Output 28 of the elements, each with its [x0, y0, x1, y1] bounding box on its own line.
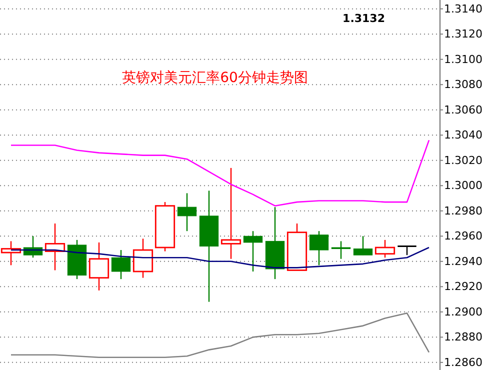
- y-tick-label: 1.2960: [444, 230, 482, 243]
- y-tick-label: 1.2920: [444, 280, 482, 294]
- text: 英镑对美元汇率60分钟走势图: [122, 70, 308, 86]
- candlestick: [309, 230, 329, 266]
- candlestick: [353, 236, 373, 256]
- y-tick-label: 1.3000: [444, 179, 482, 192]
- y-tick-label: 1.2940: [444, 254, 482, 268]
- y-tick-label: 1.2980: [444, 204, 482, 218]
- y-tick-label: 1.3140: [444, 2, 482, 16]
- candlestick: [0, 240, 22, 266]
- y-tick-label: 1.3040: [444, 128, 482, 142]
- candlestick: [88, 242, 110, 292]
- y-tick-label: 1.3100: [444, 52, 482, 66]
- candlestick: [132, 238, 154, 278]
- candlestick: [111, 249, 131, 280]
- candlestick: [331, 240, 351, 260]
- candlestick: [243, 230, 263, 272]
- y-tick-label: 1.3080: [444, 78, 482, 92]
- y-tick-label: 1.2880: [444, 330, 482, 344]
- candlestick: [177, 192, 197, 232]
- annotation: 1.3132: [342, 12, 385, 25]
- y-tick-label: 1.3020: [444, 154, 482, 167]
- y-tick-label: 1.3060: [444, 103, 482, 116]
- y-tick-label: 1.2860: [444, 356, 482, 369]
- candlestick: [374, 239, 396, 258]
- candlestick: [220, 167, 242, 260]
- y-tick-label: 1.2900: [444, 305, 482, 318]
- y-tick-label: 1.3120: [444, 28, 482, 41]
